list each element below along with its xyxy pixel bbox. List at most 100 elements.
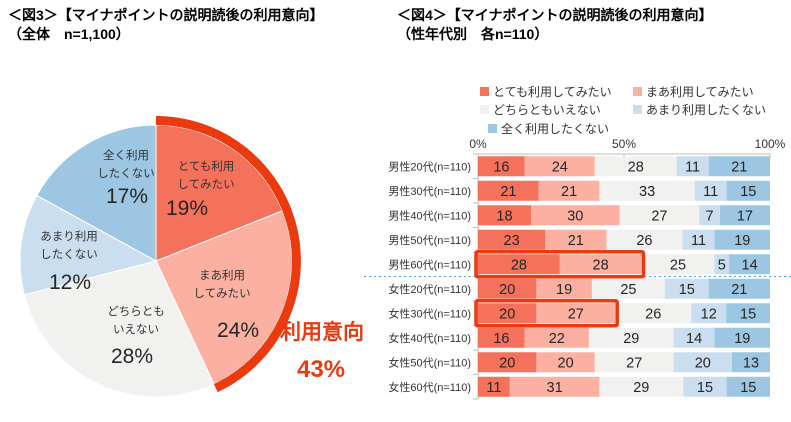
bar-value-label: 26 <box>645 306 661 322</box>
bar-segment <box>536 303 616 324</box>
bar-segment <box>714 229 770 250</box>
bar-value-label: 26 <box>636 233 652 249</box>
bar-value-label: 5 <box>718 257 726 273</box>
bar-segment <box>538 180 600 201</box>
bar-segment <box>599 376 684 397</box>
bar-segment <box>726 303 770 324</box>
bar-value-label: 20 <box>499 282 515 298</box>
pie-percent-label: 24% <box>217 319 259 342</box>
pie-slice-label: いえない <box>113 323 159 336</box>
bar-value-label: 29 <box>633 380 649 396</box>
row-label: 男性30代(n=110) <box>388 184 471 198</box>
bar-segment <box>708 278 770 299</box>
bar-value-label: 28 <box>593 257 609 273</box>
bar-value-label: 15 <box>740 380 756 396</box>
bar-segment <box>606 229 683 250</box>
bar-value-label: 21 <box>731 159 747 175</box>
bar-segment <box>559 254 642 275</box>
bar-segment <box>729 254 770 275</box>
bar-segment <box>619 205 700 226</box>
legend-item-somewhat-willing: まあ利用してみたい <box>633 84 754 99</box>
row-label: 男性40代(n=110) <box>388 208 471 222</box>
bar-value-label: 21 <box>500 184 516 200</box>
row-label: 男性20代(n=110) <box>388 159 471 173</box>
bar-segment <box>708 156 770 177</box>
legend-swatch-somewhat-unwilling-icon <box>633 104 642 114</box>
legend-item-very-willing: とても利用してみたい <box>480 84 612 99</box>
bar-segment <box>478 327 525 348</box>
pie-slice-label: してみたい <box>177 178 234 191</box>
legend-label: あまり利用したくない <box>646 102 767 117</box>
bar-value-label: 15 <box>697 380 713 396</box>
fig3-title-line2: （全体 n=1,100） <box>8 25 130 42</box>
bar-value-label: 28 <box>628 159 644 175</box>
bar-segment <box>531 205 620 226</box>
bar-segment <box>714 327 770 348</box>
bar-value-label: 29 <box>623 331 639 347</box>
bar-value-label: 16 <box>493 159 509 175</box>
bar-segment <box>683 376 727 397</box>
pie-slice-3 <box>19 194 158 296</box>
pie-percent-label: 12% <box>49 271 91 294</box>
intent-highlight-arc <box>155 116 301 393</box>
bar-segment <box>536 352 595 373</box>
x-axis-tick-label: 50% <box>612 137 636 151</box>
bar-value-label: 33 <box>639 184 655 200</box>
bar-value-label: 19 <box>734 331 750 347</box>
legend-item-somewhat-unwilling: あまり利用したくない <box>633 102 767 117</box>
x-axis-tick-label: 0% <box>469 137 487 151</box>
bar-segment <box>694 180 727 201</box>
bar-value-label: 24 <box>552 159 568 175</box>
bar-value-label: 19 <box>556 282 572 298</box>
bar-value-label: 11 <box>703 184 718 200</box>
bar-value-label: 14 <box>742 257 758 273</box>
bar-segment <box>478 254 560 275</box>
bar-segment <box>641 254 715 275</box>
bar-value-label: 7 <box>705 208 713 224</box>
highlight-box <box>474 250 646 279</box>
bar-segment <box>524 156 595 177</box>
bar-value-label: 15 <box>679 282 695 298</box>
bar-value-label: 25 <box>620 282 636 298</box>
bar-value-label: 14 <box>686 331 702 347</box>
bar-value-label: 27 <box>568 306 584 322</box>
legend-swatch-very-willing-icon <box>480 86 489 96</box>
bar-segment <box>478 180 539 201</box>
row-label: 女性30代(n=110) <box>388 306 471 320</box>
pie-slice-label: どちらとも <box>107 305 165 318</box>
row-label: 女性50代(n=110) <box>388 355 471 369</box>
bar-value-label: 11 <box>691 233 706 249</box>
pie-slice-label: 全く利用 <box>103 148 149 162</box>
highlight-box <box>474 299 619 328</box>
bar-value-label: 23 <box>504 233 520 249</box>
intent-annotation-label: 利用意向 <box>280 320 364 344</box>
row-label: 女性20代(n=110) <box>388 282 471 296</box>
bar-segment <box>591 278 665 299</box>
bar-segment <box>676 156 709 177</box>
bar-segment <box>726 180 770 201</box>
bar-value-label: 27 <box>626 355 642 371</box>
fig3-title: ＜図3＞【マイナポイントの説明読後の利用意向】 （全体 n=1,100） <box>8 6 324 44</box>
bar-segment <box>509 376 600 397</box>
legend-label: とても利用してみたい <box>493 84 612 99</box>
bar-segment <box>673 327 715 348</box>
bar-value-label: 27 <box>651 208 667 224</box>
bar-value-label: 21 <box>561 184 577 200</box>
bar-segment <box>594 352 674 373</box>
bar-segment <box>589 327 674 348</box>
pie-percent-label: 17% <box>106 185 148 208</box>
legend-label: どちらともいえない <box>493 102 601 117</box>
bar-segment <box>545 229 607 250</box>
x-axis-tick-label: 100% <box>755 137 786 151</box>
bar-segment <box>478 229 546 250</box>
bar-segment <box>594 156 677 177</box>
pie-slice-label: あまり利用 <box>40 230 98 243</box>
bar-value-label: 28 <box>511 257 527 273</box>
bar-segment <box>536 278 592 299</box>
bar-segment <box>478 156 525 177</box>
pie-slice-label: とても利用 <box>178 160 235 173</box>
bar-segment <box>714 254 730 275</box>
fig4-title-line1: ＜図4＞【マイナポイントの説明読後の利用意向】 <box>397 7 713 23</box>
bar-segment <box>719 205 770 226</box>
